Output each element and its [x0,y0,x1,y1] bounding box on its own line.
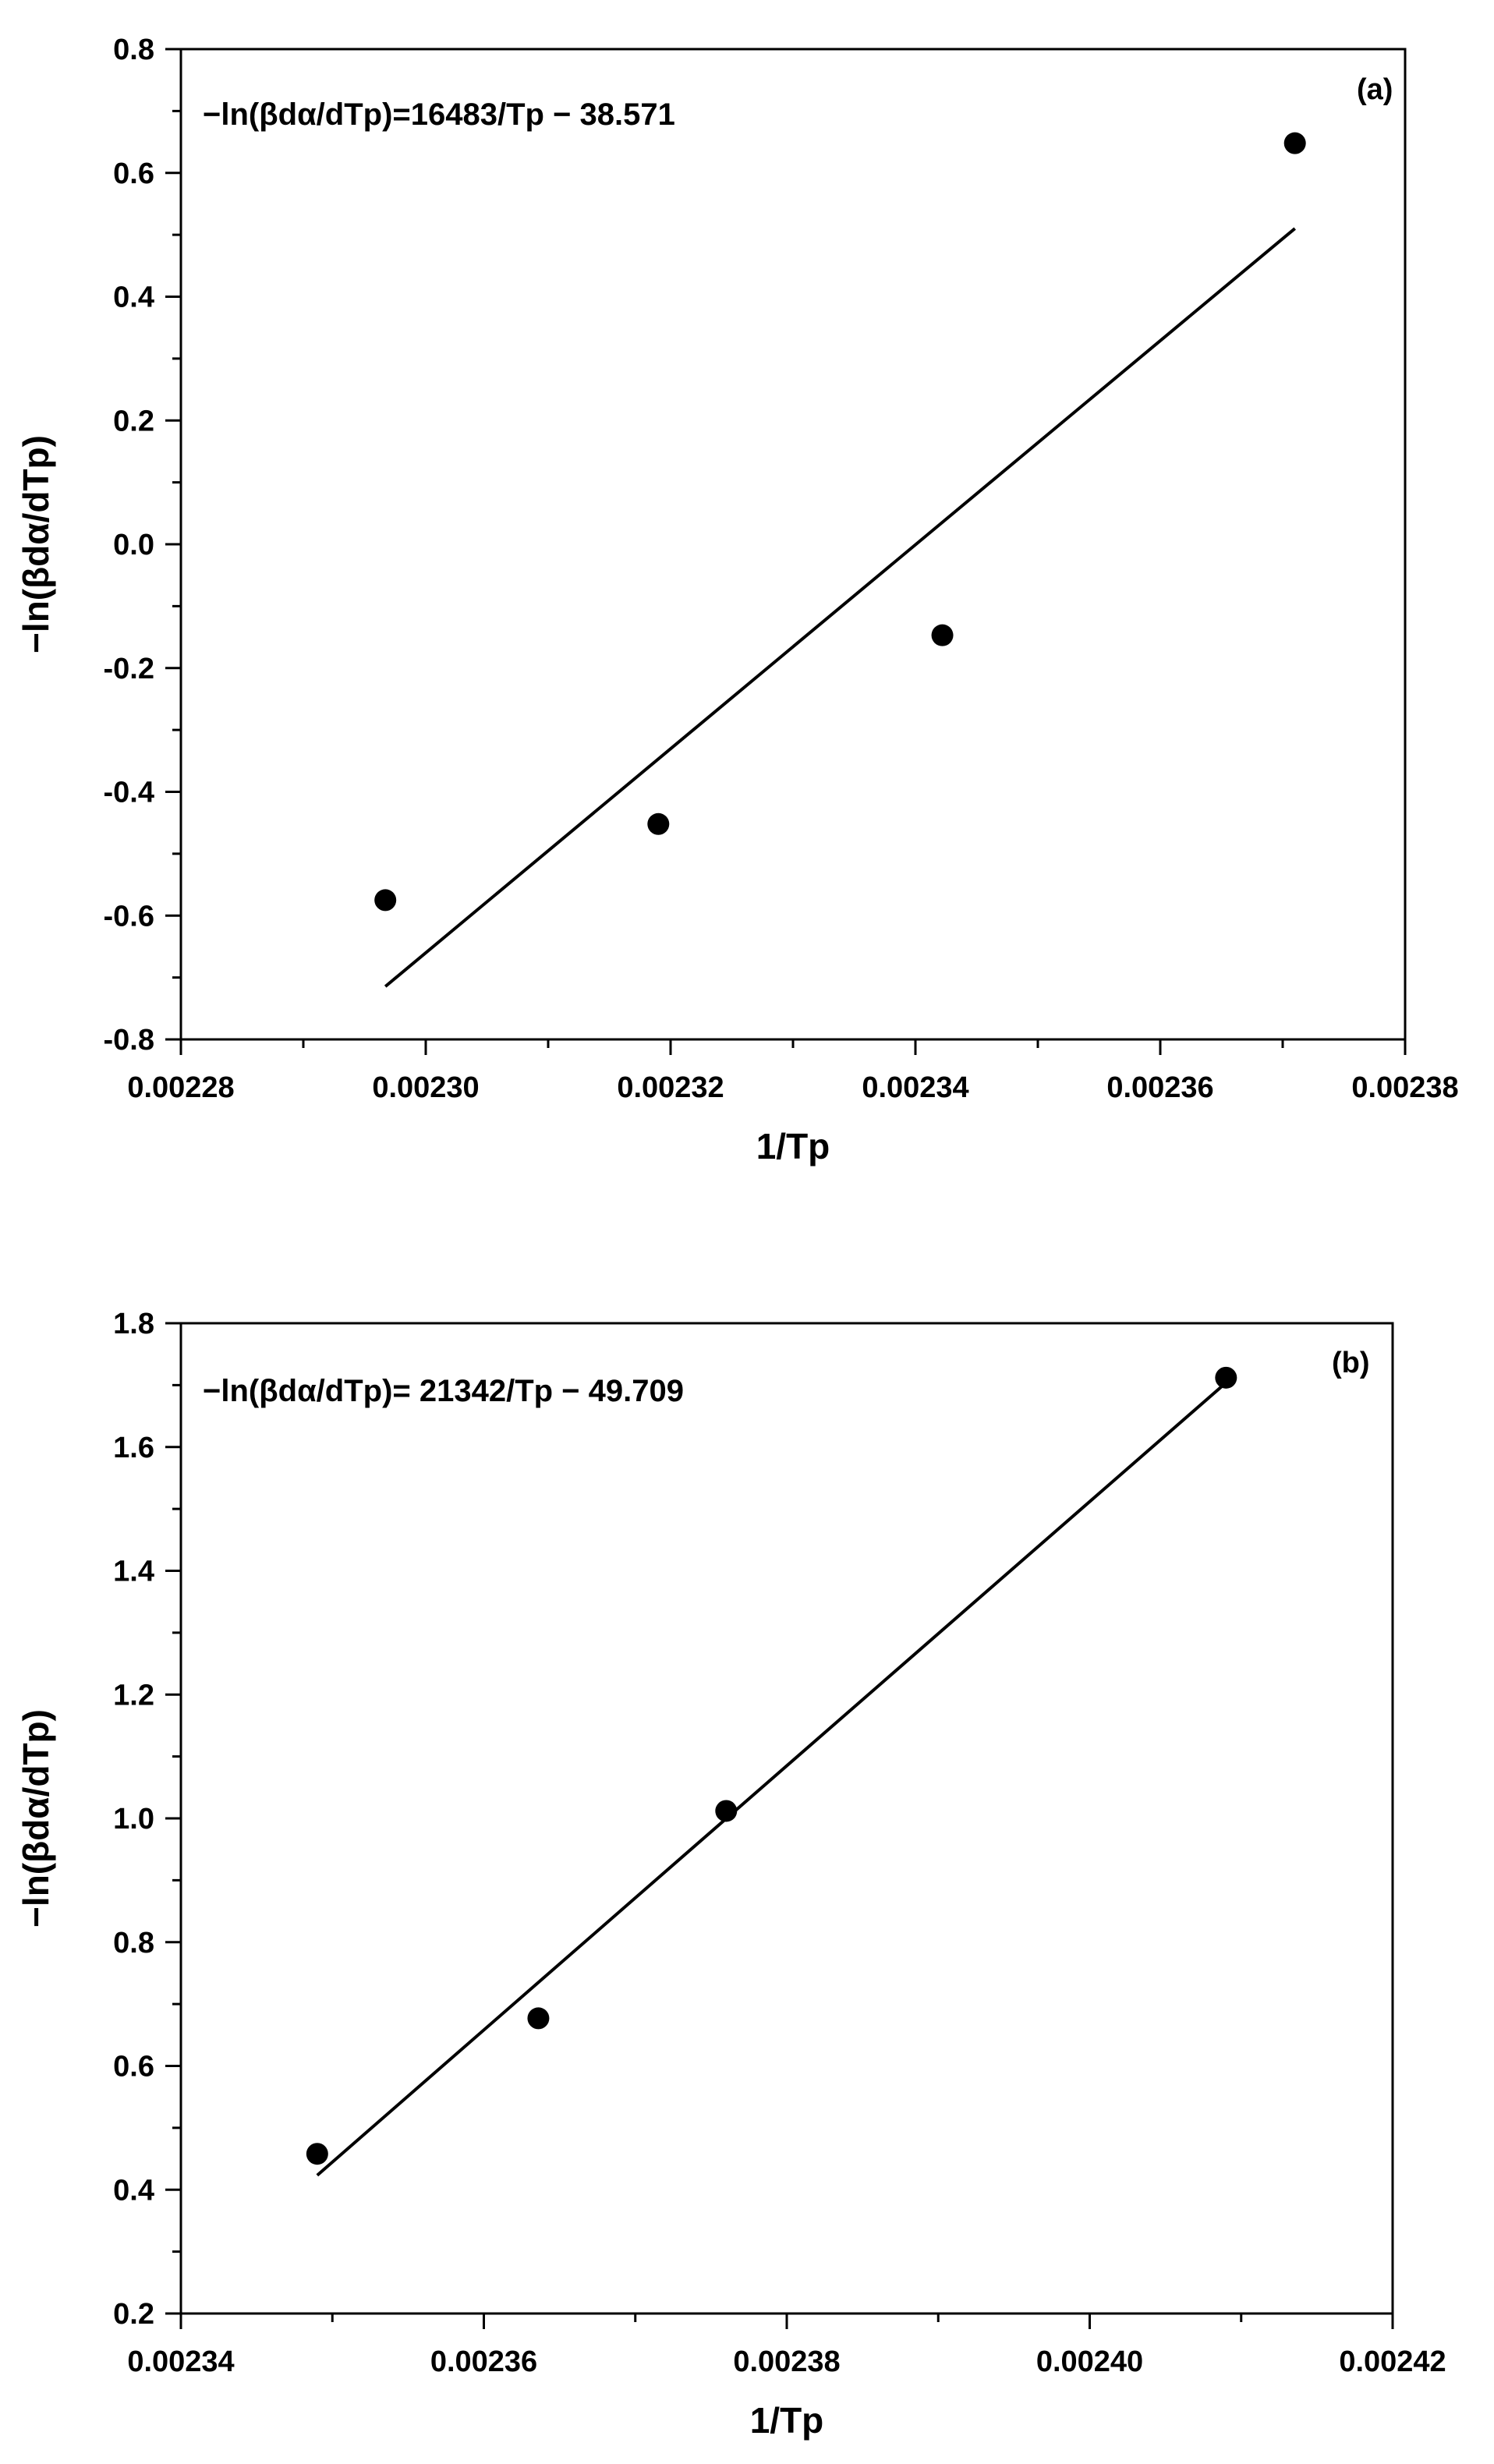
x-tick-label: 0.00236 [1106,1071,1213,1104]
x-tick-label: 0.00228 [127,1071,234,1104]
y-axis-label: −ln(βdα/dTp) [16,1709,56,1928]
chart-panel-a: 0.00228 0.00230 0.00232 0.00234 0.00236 0.002… [16,34,1459,1167]
data-point [1215,1366,1237,1389]
y-tick-label: 1.4 [113,1556,154,1588]
y-tick-label: 1.6 [113,1432,154,1464]
y-tick-label: -0.8 [104,1024,154,1057]
x-tick-label: 0.00230 [372,1071,479,1104]
plot-frame [179,48,1407,1041]
fit-line [384,227,1296,988]
y-tick-label: 0.4 [113,281,154,314]
y-axis-label: −ln(βdα/dTp) [16,435,56,653]
data-point [647,812,670,835]
data-point [527,2007,550,2030]
x-tick-label: 0.00236 [430,2345,537,2378]
y-tick-label: 1.8 [113,1308,154,1340]
y-tick-label: 0.2 [113,2298,154,2331]
x-tick-label: 0.00238 [733,2345,840,2378]
y-tick-label: 0.6 [113,158,154,190]
data-point [306,2143,328,2165]
y-tick-label: 0.4 [113,2174,154,2207]
plot-frame [179,1322,1394,2315]
x-tick-label: 0.00242 [1339,2345,1446,2378]
y-tick-label: 0.8 [113,1927,154,1960]
fit-line [316,1381,1227,2177]
chart-panel-b: 0.00234 0.00236 0.00238 0.00240 0.00242 0.2 0.… [16,1308,1446,2441]
x-tick-label: 0.00232 [617,1071,724,1104]
panel-tag: (a) [1357,73,1393,106]
y-tick-label: -0.6 [104,900,154,933]
data-point [715,1800,738,1822]
x-tick-label: 0.00234 [862,1071,968,1104]
fit-equation-annotation: −ln(βdα/dTp)=16483/Tp − 38.571 [203,97,675,132]
y-tick-label: 0.2 [113,405,154,437]
fit-equation-annotation: −ln(βdα/dTp)= 21342/Tp − 49.709 [203,1374,684,1408]
y-tick-label: 1.0 [113,1803,154,1836]
x-tick-label: 0.00240 [1036,2345,1143,2378]
y-tick-label: -0.2 [104,653,154,685]
x-axis-label: 1/Tp [750,2400,824,2441]
x-tick-label: 0.00234 [127,2345,234,2378]
data-point [1283,132,1306,154]
y-tick-label: 1.2 [113,1679,154,1712]
x-tick-label: 0.00238 [1351,1071,1458,1104]
x-axis-label: 1/Tp [756,1126,830,1167]
y-tick-label: 0.8 [113,34,154,66]
data-point [374,889,397,912]
y-tick-label: 0.0 [113,529,154,561]
y-tick-label: 0.6 [113,2051,154,2083]
data-point [931,624,954,646]
y-tick-label: -0.4 [104,777,154,809]
panel-tag: (b) [1332,1347,1370,1379]
